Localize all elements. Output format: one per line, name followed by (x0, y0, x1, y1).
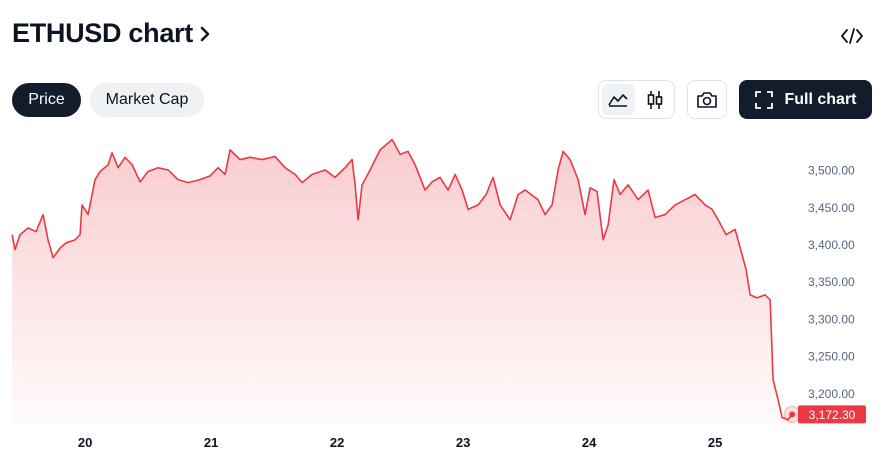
y-tick-label: 3,300.00 (808, 312, 855, 326)
price-line (11, 138, 793, 421)
last-price-label: 3,172.30 (809, 408, 856, 422)
market-cap-tab[interactable]: Market Cap (90, 83, 204, 117)
x-tick-label: 22 (330, 435, 344, 450)
candle-icon (647, 90, 663, 109)
chart-type-toggle (598, 80, 675, 119)
price-area (12, 139, 793, 425)
chevron-icon[interactable] (199, 25, 211, 43)
page-title: ETHUSD chart (12, 18, 193, 48)
x-tick-label: 25 (708, 435, 722, 450)
camera-icon (697, 91, 717, 108)
x-tick-label: 23 (456, 435, 470, 450)
full-chart-label: Full chart (784, 90, 857, 108)
y-tick-label: 3,250.00 (808, 350, 855, 364)
expand-icon (755, 90, 774, 109)
line-icon (608, 93, 628, 107)
screenshot-button[interactable] (687, 80, 727, 119)
y-tick-label: 3,350.00 (808, 275, 855, 289)
last-point (789, 411, 796, 418)
embed-icon[interactable] (840, 26, 864, 46)
price-tab[interactable]: Price (12, 83, 81, 117)
y-tick-label: 3,450.00 (808, 201, 855, 215)
y-tick-label: 3,400.00 (808, 238, 855, 252)
y-tick-label: 3,200.00 (808, 387, 855, 401)
full-chart-button[interactable]: Full chart (739, 80, 872, 119)
y-tick-label: 3,500.00 (808, 164, 855, 178)
x-tick-label: 24 (582, 435, 597, 450)
line-chart-button[interactable] (602, 84, 635, 115)
header: ETHUSD chart (12, 18, 211, 49)
last-price-tag (798, 405, 866, 424)
candle-chart-button[interactable] (639, 84, 672, 115)
x-tick-label: 21 (204, 435, 218, 450)
x-tick-label: 20 (78, 435, 92, 450)
